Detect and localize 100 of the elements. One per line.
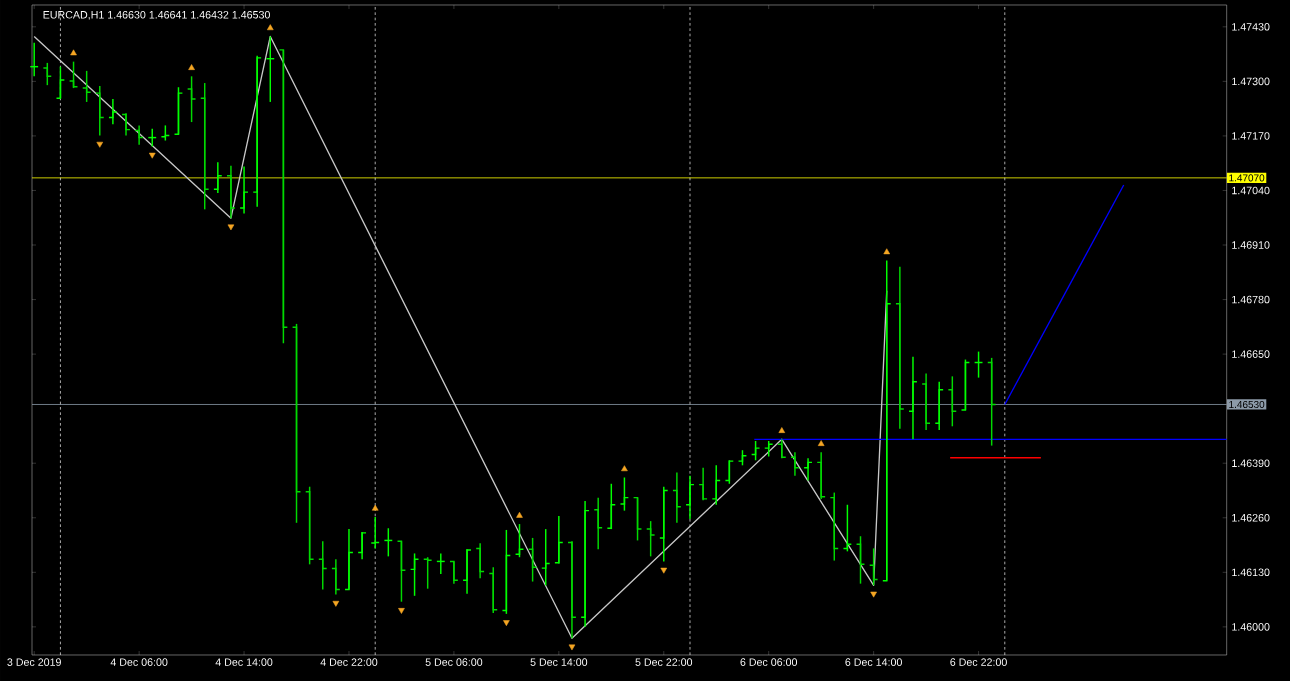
- candlestick: [331, 558, 341, 596]
- candlestick: [239, 165, 249, 215]
- chart-title: EURCAD,H1 1.46630 1.46641 1.46432 1.46530: [43, 11, 270, 20]
- candlestick: [291, 323, 302, 524]
- point: [870, 591, 877, 598]
- point: [332, 600, 340, 607]
- candlestick: [200, 82, 210, 211]
- x-tick-label: 5 Dec 22:00: [635, 658, 693, 666]
- candlestick: [882, 259, 892, 582]
- candlestick: [121, 112, 131, 137]
- point: [148, 152, 156, 159]
- point: [503, 620, 510, 626]
- point: [778, 427, 786, 433]
- point: [188, 64, 195, 70]
- candlestick: [672, 471, 682, 524]
- y-tick-label: 1.46780: [1232, 295, 1270, 304]
- y-tick-label: 1.46130: [1232, 568, 1270, 577]
- candlestick: [619, 476, 630, 512]
- x-tick-label: 6 Dec 06:00: [740, 658, 798, 666]
- y-tick-label: 1.46390: [1232, 459, 1270, 467]
- candlestick: [527, 537, 538, 583]
- candlestick: [659, 485, 669, 563]
- x-tick-label: 5 Dec 14:00: [530, 658, 588, 666]
- candlestick: [449, 560, 459, 585]
- candlestick: [252, 55, 262, 208]
- x-tick-label: 4 Dec 14:00: [215, 658, 273, 666]
- point: [568, 644, 576, 651]
- point: [516, 511, 523, 518]
- point: [96, 141, 104, 148]
- point: [227, 224, 235, 231]
- candlestick: [554, 515, 564, 565]
- candlestick: [55, 65, 66, 99]
- point: [817, 440, 825, 446]
- point: [70, 49, 77, 56]
- candlestick: [344, 528, 354, 591]
- candlestick: [304, 485, 315, 566]
- x-tick-label: 4 Dec 22:00: [320, 658, 378, 666]
- point: [621, 465, 628, 472]
- x-tick-label: 6 Dec 22:00: [950, 658, 1007, 666]
- candlestick: [357, 531, 367, 561]
- candlestick: [777, 438, 787, 459]
- candlestick: [960, 358, 971, 411]
- candlestick: [567, 540, 577, 639]
- candlestick: [606, 483, 616, 530]
- candlestick: [134, 124, 144, 146]
- candlestick: [95, 85, 105, 137]
- candlestick: [580, 500, 590, 628]
- candlestick: [396, 540, 407, 603]
- candlestick: [685, 475, 695, 520]
- candlestick: [213, 161, 223, 194]
- candlestick: [226, 164, 236, 219]
- candlestick: [724, 459, 735, 485]
- candlestick: [698, 467, 708, 501]
- candlestick: [947, 375, 957, 428]
- y-tick-label: 1.47300: [1232, 77, 1270, 86]
- candlestick: [186, 75, 197, 123]
- candlestick: [816, 451, 826, 500]
- candlestick: [711, 464, 721, 506]
- candlestick: [934, 381, 944, 431]
- candlestick: [593, 496, 603, 550]
- candlestick: [173, 86, 184, 135]
- point: [398, 608, 405, 614]
- candlestick: [868, 547, 879, 587]
- candlestick: [645, 520, 656, 558]
- candlestick: [370, 516, 380, 550]
- y-tick-label: 1.46650: [1232, 350, 1270, 358]
- point: [660, 567, 668, 574]
- candlestick: [790, 451, 800, 477]
- y-tick-label: 1.46260: [1232, 514, 1270, 522]
- y-tick-label: 1.47430: [1232, 23, 1270, 31]
- point: [371, 504, 379, 511]
- candlestick: [829, 491, 839, 562]
- candlestick: [68, 60, 79, 89]
- candlestick: [750, 440, 761, 462]
- candlestick: [987, 357, 997, 447]
- x-tick-label: 4 Dec 06:00: [110, 658, 168, 666]
- y-tick-label: 1.47170: [1232, 132, 1270, 140]
- candlestick: [632, 496, 643, 542]
- candlestick: [278, 49, 289, 344]
- y-tick-label: 1.47040: [1232, 186, 1270, 195]
- candlestick: [921, 372, 931, 431]
- candlestick: [803, 457, 813, 482]
- point: [267, 24, 274, 31]
- candlestick: [855, 535, 866, 585]
- y-tick-label: 1.46910: [1232, 241, 1270, 249]
- candlestick: [462, 548, 472, 595]
- y-tick-label: 1.46000: [1232, 623, 1270, 631]
- ref-line-label: 1.46530: [1229, 400, 1265, 409]
- x-tick-label: 3 Dec 2019: [7, 658, 61, 666]
- x-tick-label: 6 Dec 14:00: [845, 658, 902, 666]
- ref-line-label: 1.47070: [1229, 174, 1265, 182]
- candlestick: [895, 266, 905, 430]
- candlestick: [908, 355, 918, 441]
- point: [883, 248, 891, 255]
- x-tick-label: 5 Dec 06:00: [425, 658, 483, 666]
- candlestick: [475, 542, 485, 579]
- candlestick: [501, 529, 512, 615]
- candlestick: [488, 566, 498, 614]
- candlestick: [108, 98, 118, 125]
- candlestick: [423, 556, 433, 590]
